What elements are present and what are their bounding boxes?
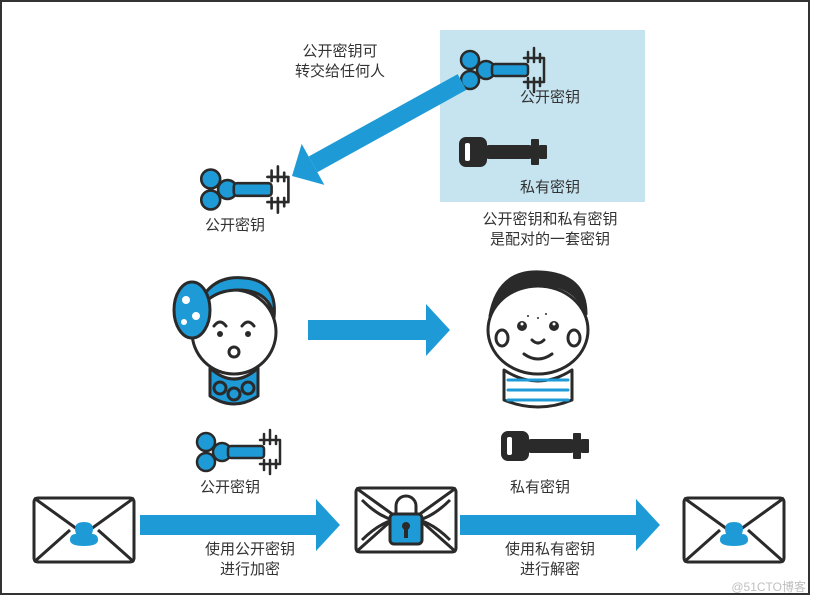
public-key-icon <box>456 40 546 96</box>
privkey-label-topright: 私有密钥 <box>510 178 590 198</box>
pubkey-share-note: 公开密钥可 转交给任何人 <box>270 42 410 81</box>
receiver-character-icon <box>468 260 608 410</box>
private-key-icon <box>498 422 592 470</box>
privkey-label-bottom: 私有密钥 <box>500 478 580 498</box>
key-pair-note: 公开密钥和私有密钥 是配对的一套密钥 <box>460 210 640 249</box>
sender-character-icon <box>170 260 300 410</box>
envelope-plain-icon <box>30 490 138 570</box>
decrypt-note: 使用私有密钥 进行解密 <box>490 540 610 579</box>
public-key-icon <box>192 422 282 478</box>
envelope-locked-icon <box>352 480 460 560</box>
envelope-plain-icon <box>680 490 788 570</box>
public-key-icon <box>196 158 291 217</box>
encrypt-note: 使用公开密钥 进行加密 <box>190 540 310 579</box>
pubkey-label-bottom: 公开密钥 <box>190 478 270 498</box>
watermark: @51CTO博客 <box>731 578 806 595</box>
pubkey-label-left: 公开密钥 <box>195 216 275 236</box>
private-key-icon <box>456 128 550 176</box>
